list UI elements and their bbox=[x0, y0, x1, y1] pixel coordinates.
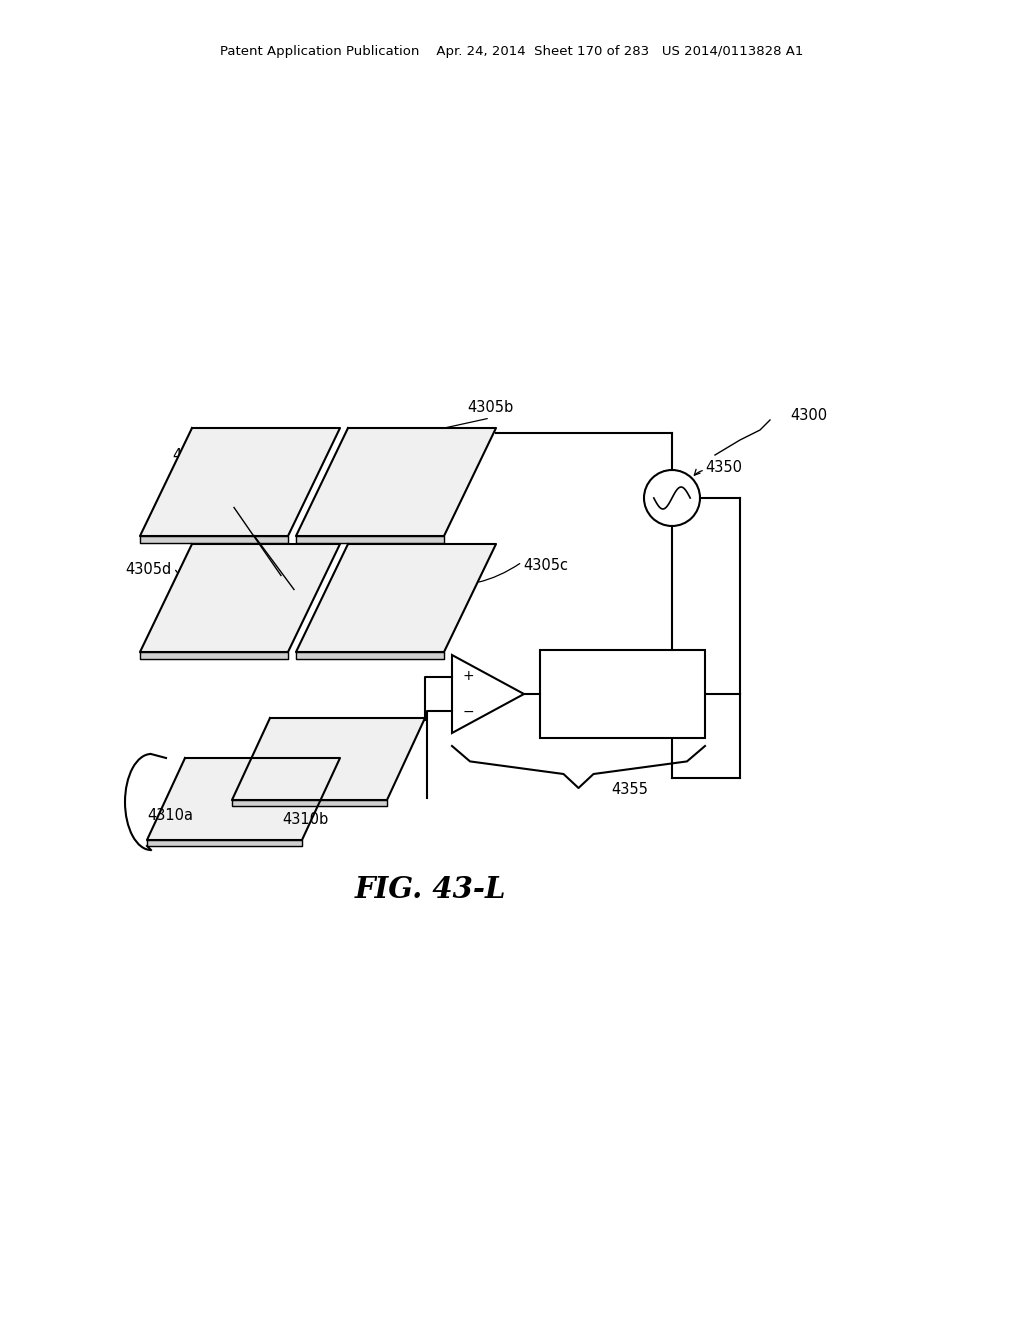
Text: −: − bbox=[462, 705, 474, 719]
Polygon shape bbox=[147, 840, 302, 846]
Text: 4300: 4300 bbox=[790, 408, 827, 422]
Polygon shape bbox=[232, 718, 425, 800]
FancyBboxPatch shape bbox=[540, 649, 705, 738]
Text: 4355: 4355 bbox=[611, 783, 648, 797]
Polygon shape bbox=[296, 652, 444, 659]
Text: 4350: 4350 bbox=[705, 461, 742, 475]
Text: 4305a: 4305a bbox=[172, 449, 218, 463]
Text: +: + bbox=[462, 669, 474, 682]
Text: 4305d: 4305d bbox=[126, 562, 172, 578]
Polygon shape bbox=[140, 536, 288, 543]
Polygon shape bbox=[296, 428, 496, 536]
Text: 4305b: 4305b bbox=[467, 400, 513, 416]
Polygon shape bbox=[140, 428, 340, 536]
Polygon shape bbox=[232, 800, 387, 807]
Text: 4305c: 4305c bbox=[523, 557, 568, 573]
Polygon shape bbox=[147, 758, 340, 840]
Text: 4310b: 4310b bbox=[282, 813, 328, 828]
Text: Patent Application Publication    Apr. 24, 2014  Sheet 170 of 283   US 2014/0113: Patent Application Publication Apr. 24, … bbox=[220, 45, 804, 58]
Polygon shape bbox=[140, 652, 288, 659]
Text: FIG. 43-L: FIG. 43-L bbox=[354, 875, 506, 904]
Polygon shape bbox=[140, 544, 340, 652]
Text: 4310a: 4310a bbox=[147, 808, 193, 822]
Polygon shape bbox=[296, 544, 496, 652]
Polygon shape bbox=[296, 536, 444, 543]
